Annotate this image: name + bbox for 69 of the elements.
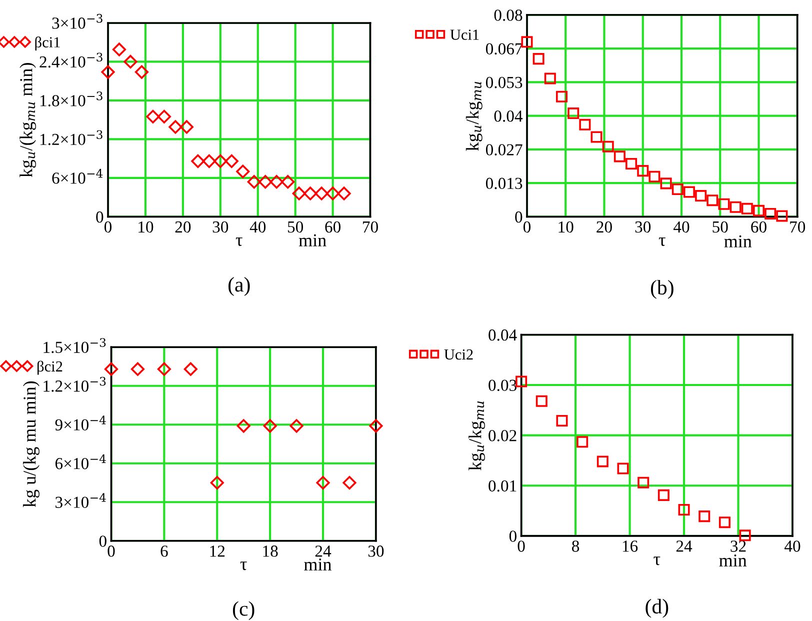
y-tick-label: 0.013 — [486, 178, 522, 190]
x-axis-title: τ — [236, 237, 242, 246]
legend-label: βci2 — [38, 360, 62, 375]
y-tick-label: 3×10$^{−4}$ — [56, 493, 106, 508]
y-tick-label: 1.5×10$^{−3}$ — [44, 338, 106, 354]
x-tick-label: 24 — [676, 540, 692, 552]
y-tick-label: 3×10$^{−3}$ — [52, 14, 102, 29]
y-tick-label: 0.01 — [488, 480, 516, 492]
y-tick-label: 0.08 — [494, 10, 522, 21]
x-tick-label: 0 — [108, 546, 115, 557]
x-tick-label: 0 — [523, 221, 531, 233]
y-tick-label: 0 — [96, 211, 104, 223]
y-tick-label: 0.03 — [488, 380, 516, 392]
text: min — [724, 235, 752, 248]
text: min — [304, 558, 332, 570]
x-axis-title: τ — [240, 562, 247, 570]
x-tick-label: 10 — [138, 221, 154, 233]
x-tick-label: 30 — [368, 546, 384, 557]
y-tick-label: 0.053 — [486, 76, 522, 88]
x-tick-label: 20 — [175, 221, 191, 233]
y-axis-title: kg u/(kg mu min) — [23, 381, 40, 508]
x-tick-label: 24 — [315, 546, 332, 557]
y-tick-label: 6×10$^{−4}$ — [55, 454, 106, 470]
x-tick-label: 60 — [751, 221, 766, 233]
x-tick-label: 50 — [288, 221, 304, 233]
text: (d) — [646, 598, 668, 618]
y-tick-label: 0.027 — [486, 144, 522, 156]
y-tick-label: 0.067 — [486, 43, 522, 55]
legend-label: Uci1 — [450, 30, 479, 40]
text: (c) — [232, 601, 254, 620]
x-tick-label: 40 — [673, 221, 690, 233]
y-tick-label: 0.04 — [488, 329, 517, 341]
y-axis-title: kg$_{u}$/kg$_{mu}$ — [468, 401, 486, 470]
y-axis-title: kg$_{u}$/kg$_{mu}$ — [466, 82, 482, 151]
y-tick-label: 0.02 — [488, 430, 516, 442]
x-tick-label: 30 — [635, 221, 651, 233]
x-tick-label: 8 — [572, 540, 580, 552]
text: (b) — [650, 280, 674, 299]
x-tick-label: 20 — [596, 221, 612, 233]
y-tick-label: 1.8×10$^{−3}$ — [40, 91, 102, 106]
y-tick-label: 0 — [509, 530, 516, 542]
y-tick-label: 1.2×10$^{−3}$ — [44, 376, 106, 392]
x-tick-label: 70 — [363, 221, 378, 233]
x-axis-title: τ — [654, 556, 660, 566]
y-tick-label: 6×10$^{−4}$ — [52, 168, 103, 184]
y-tick-label: 9×10$^{−4}$ — [55, 416, 106, 430]
y-axis-title: kg$_{u}$/(kg$_{mu}$ min) — [20, 63, 36, 178]
x-tick-label: 40 — [250, 221, 266, 233]
x-axis-title: τ — [658, 237, 666, 246]
x-tick-label: 30 — [212, 221, 228, 233]
y-tick-label: 1.2×10$^{−3}$ — [40, 130, 102, 146]
legend-label: βci1 — [35, 36, 60, 51]
text: (a) — [228, 277, 250, 296]
text: min — [298, 234, 326, 246]
x-tick-label: 32 — [730, 540, 746, 552]
y-tick-label: 0 — [515, 211, 522, 223]
x-tick-label: 18 — [263, 546, 278, 557]
legend-label: Uci2 — [444, 349, 473, 360]
y-tick-label: 2.4×10$^{−3}$ — [40, 52, 102, 68]
x-tick-label: 6 — [160, 546, 168, 557]
x-tick-label: 70 — [790, 221, 806, 233]
x-tick-label: 40 — [784, 540, 800, 552]
x-tick-label: 10 — [558, 221, 574, 233]
x-tick-label: 50 — [712, 221, 728, 233]
x-tick-label: 60 — [325, 221, 340, 233]
text: min — [719, 554, 747, 566]
x-tick-label: 16 — [622, 540, 638, 552]
y-tick-label: 0.04 — [494, 110, 523, 122]
x-tick-label: 12 — [210, 546, 225, 557]
